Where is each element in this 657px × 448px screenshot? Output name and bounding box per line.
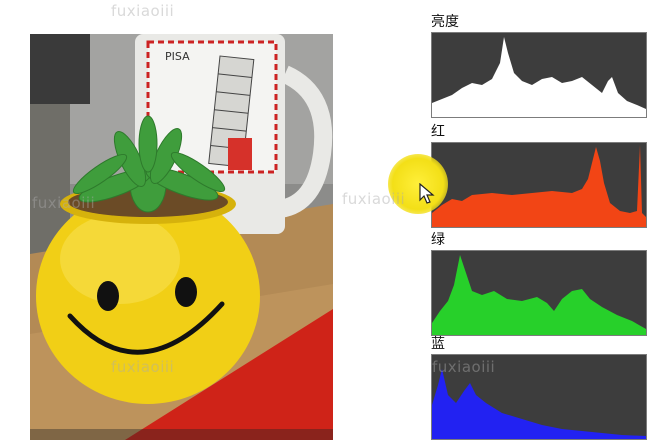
histogram-label: 红 [431, 124, 445, 140]
photo-illustration: PISA [30, 34, 333, 440]
histogram-label: 亮度 [431, 14, 459, 30]
histogram-luminance [431, 32, 647, 118]
histogram-blue-panel: 蓝 [431, 336, 647, 440]
watermark: fuxiaoiii [111, 358, 175, 376]
watermark: fuxiaoiii [432, 358, 496, 376]
watermark: fuxiaoiii [32, 194, 96, 212]
cup-label: PISA [165, 50, 190, 63]
mouse-pointer-icon [419, 183, 435, 204]
histogram-luminance-panel: 亮度 [431, 14, 647, 118]
histogram-green-panel: 绿 [431, 232, 647, 336]
photo-image: PISA [30, 34, 333, 440]
histogram-green-area [432, 255, 646, 335]
histogram-blue-area [432, 369, 646, 439]
histogram-red [431, 142, 647, 228]
histogram-label: 绿 [431, 232, 445, 248]
watermark: fuxiaoiii [342, 190, 406, 208]
histogram-luminance-area [432, 37, 646, 117]
histogram-green [431, 250, 647, 336]
histogram-red-area [432, 145, 646, 227]
histogram-label: 蓝 [431, 336, 445, 352]
histogram-blue [431, 354, 647, 440]
cursor-highlight [388, 154, 448, 214]
histogram-red-panel: 红 [431, 124, 647, 228]
watermark: fuxiaoiii [111, 2, 175, 20]
